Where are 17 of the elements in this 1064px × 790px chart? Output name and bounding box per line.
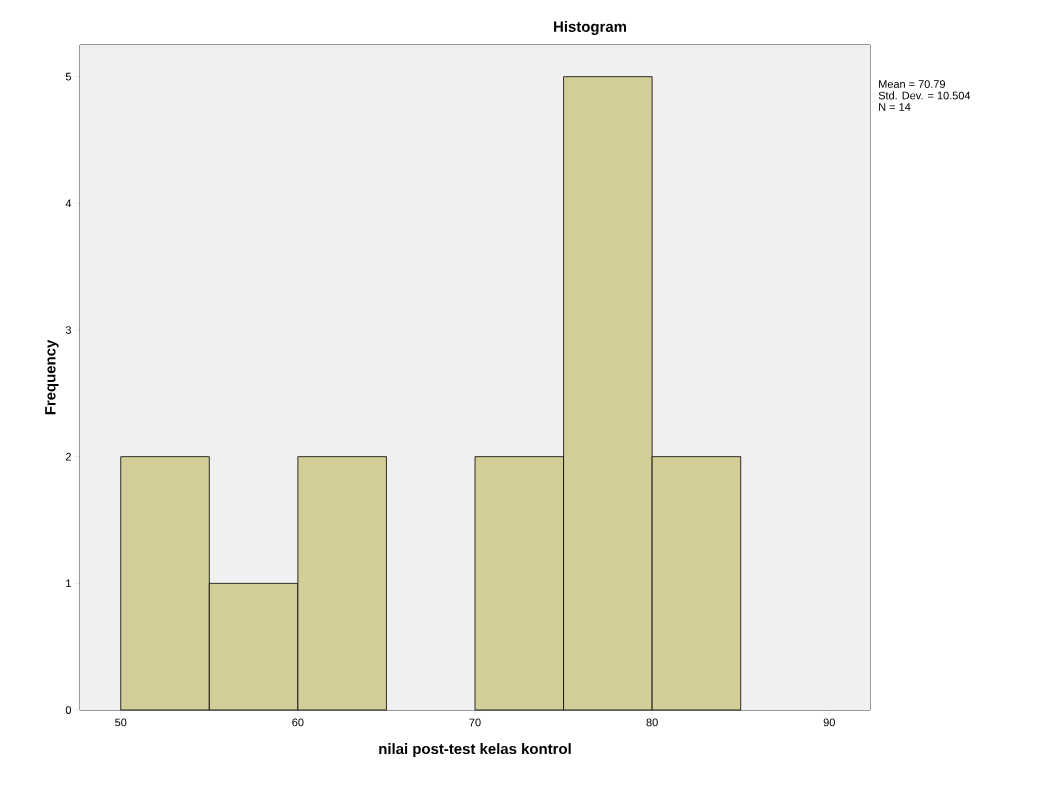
y-axis-title: Frequency — [45, 339, 59, 415]
text: Mean = 70.79 — [879, 80, 946, 88]
x-tick-label: 80 — [646, 718, 658, 727]
y-tick-label: 3 — [65, 326, 71, 334]
y-tick-label: 5 — [65, 72, 72, 81]
x-axis-title: nilai post-test kelas kontrol — [379, 743, 571, 758]
x-tick-label: 70 — [469, 718, 481, 727]
x-tick-label: 50 — [115, 718, 127, 727]
text: Std. Dev. = 10.504 — [878, 91, 971, 100]
chart-title: Histogram — [554, 20, 627, 35]
y-tick-label: 0 — [65, 706, 72, 714]
y-tick-label: 4 — [65, 199, 72, 208]
y-tick-label: 1 — [66, 579, 71, 588]
text: N = 14 — [879, 103, 911, 111]
x-tick-label: 60 — [292, 718, 304, 727]
x-tick-label: 90 — [823, 718, 835, 727]
y-tick-label: 2 — [65, 452, 71, 461]
